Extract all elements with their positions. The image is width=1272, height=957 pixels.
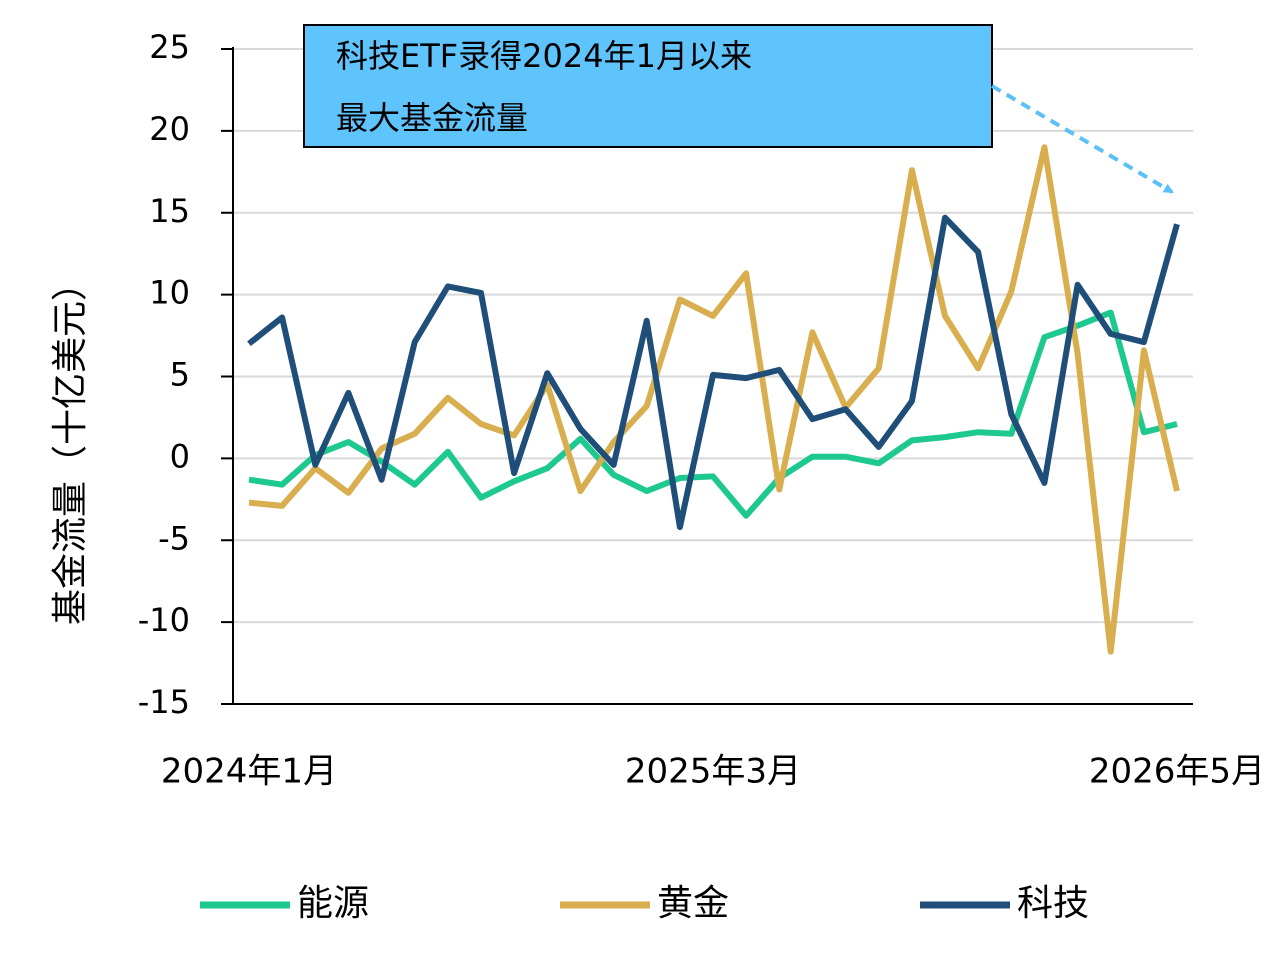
y-tick-label: 10 <box>149 274 190 312</box>
y-tick-label: 5 <box>170 356 190 394</box>
y-tick-label: 25 <box>149 28 190 66</box>
legend-label: 科技 <box>1017 883 1089 924</box>
annotation-arrow <box>990 84 1174 194</box>
x-tick-label: 2025年3月 <box>625 752 801 792</box>
x-tick-label: 2026年5月 <box>1089 752 1265 792</box>
legend-label: 黄金 <box>657 883 729 924</box>
series-line <box>248 309 1178 519</box>
legend-label: 能源 <box>297 883 369 924</box>
y-tick-label: 15 <box>149 192 190 230</box>
y-tick-label: -15 <box>138 683 190 721</box>
x-tick-label: 2024年1月 <box>161 752 337 792</box>
series-line <box>248 144 1180 655</box>
y-tick-label: 0 <box>170 437 190 475</box>
y-tick-label: 20 <box>149 110 190 148</box>
annotation-text: 科技ETF录得2024年1月以来 <box>336 37 752 75</box>
annotation-box <box>303 24 993 148</box>
series-line <box>247 214 1180 531</box>
annotation-text: 最大基金流量 <box>336 99 528 137</box>
y-tick-label: -10 <box>138 601 190 639</box>
y-tick-label: -5 <box>158 519 190 557</box>
y-axis-label: 基金流量（十亿美元） <box>50 265 91 625</box>
